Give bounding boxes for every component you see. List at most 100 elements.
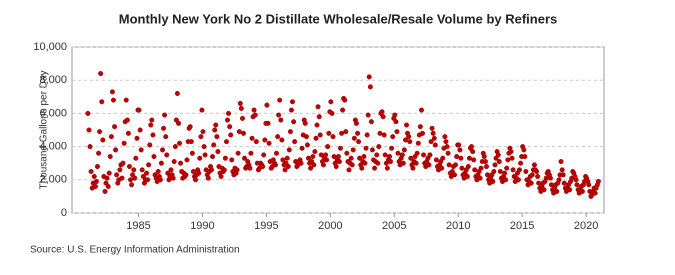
point [134,135,140,141]
point [323,152,329,158]
point [410,165,416,171]
point [210,154,216,160]
point [163,134,169,140]
point [317,132,323,138]
point [107,154,113,160]
point [457,147,463,153]
point [310,154,316,160]
point [459,165,465,171]
point [559,167,565,173]
point [342,97,348,103]
point [114,172,120,178]
point [504,165,510,171]
point [465,164,471,170]
point [150,132,156,138]
point [350,147,356,153]
point [291,119,297,125]
point [406,134,412,140]
point [155,168,161,174]
point [413,160,419,166]
point [272,162,278,168]
point [221,167,227,173]
point [349,162,355,168]
point [469,144,475,150]
point [286,147,292,153]
point [454,154,460,160]
point [560,172,566,178]
point [238,105,244,111]
point [429,125,435,131]
x-tick-label: 2020 [574,220,598,232]
point [137,127,143,133]
x-tick-label: 2015 [510,220,534,232]
point [481,154,487,160]
point [124,117,130,123]
point [344,150,350,156]
point [529,172,535,178]
point [196,170,202,176]
point [554,188,560,194]
point [502,170,508,176]
point [280,157,286,163]
point [226,110,232,116]
point [510,167,516,173]
point [174,90,180,96]
point [353,120,359,126]
point [104,175,110,181]
point [176,120,182,126]
point [367,84,373,90]
point [452,172,458,178]
point [496,159,502,165]
point [200,129,206,135]
point [380,114,386,120]
point [523,168,529,174]
point [340,107,346,113]
point [431,135,437,141]
point [264,102,270,108]
point [234,167,240,173]
y-tick-label: 0 [61,207,67,219]
point [420,130,426,136]
point [482,159,488,165]
point [136,107,142,113]
point [516,167,522,173]
point [446,162,452,168]
point [339,130,345,136]
point [248,150,254,156]
point [288,107,294,113]
point [227,124,233,130]
point [282,167,288,173]
point [215,149,221,155]
point [99,99,105,105]
point [399,152,405,158]
point [433,157,439,163]
point [148,122,154,128]
point [120,160,126,166]
point [91,173,97,179]
point [492,162,498,168]
point [168,167,174,173]
point [276,112,282,118]
y-tick-label: 2,000 [39,174,67,186]
point [112,124,118,130]
point [356,139,362,145]
point [490,178,496,184]
point [302,120,308,126]
point [365,112,371,118]
y-tick-label: 10,000 [33,41,67,53]
point [534,168,540,174]
point [558,159,564,165]
point [430,130,436,136]
point [109,89,115,95]
point [312,149,318,155]
point [287,129,293,135]
point [253,139,259,145]
point [381,132,387,138]
point [389,145,395,151]
point [595,178,601,184]
point [85,110,91,116]
point [387,154,393,160]
point [329,110,335,116]
point [240,130,246,136]
point [86,127,92,133]
